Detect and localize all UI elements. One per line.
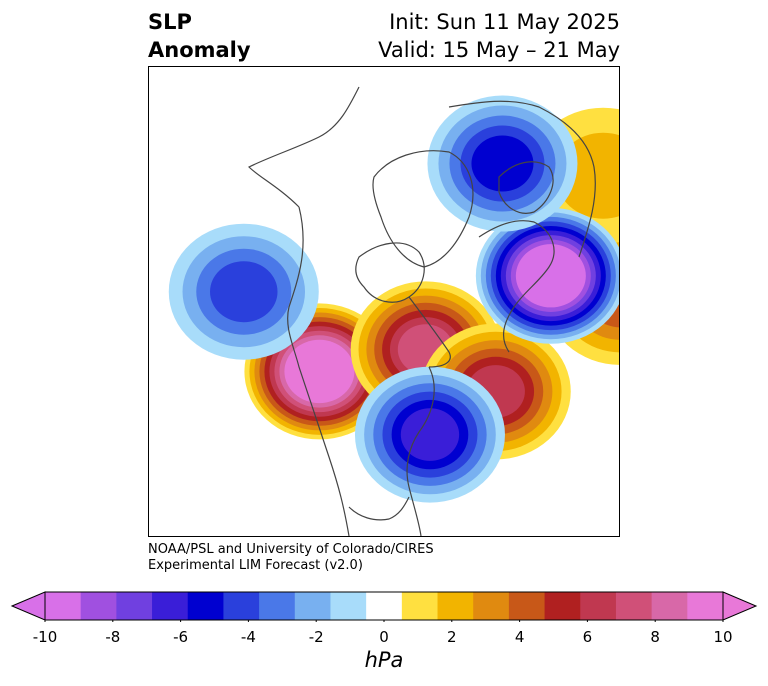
colorbar-tick-label: 2 — [447, 628, 457, 646]
colorbar-bin — [116, 592, 153, 620]
colorbar-tick-label: -10 — [32, 628, 58, 646]
colorbar-tick-label: -2 — [308, 628, 324, 646]
labrador-coast — [408, 296, 451, 368]
colorbar-tick-label: -8 — [105, 628, 121, 646]
colorbar-bin — [366, 592, 403, 620]
slp-anomaly-map — [148, 66, 620, 537]
greenland-coast — [372, 150, 474, 268]
colorbar-tick-label: 10 — [713, 628, 733, 646]
na-east-coast — [406, 366, 435, 536]
anomaly-contour — [471, 135, 534, 192]
colorbar-extend-high — [722, 591, 758, 621]
colorbar-bin — [152, 592, 189, 620]
asia-coast — [448, 100, 596, 258]
colorbar-bin — [45, 592, 82, 620]
anomaly-rockies-low — [354, 366, 505, 503]
colorbar-tick-label: -4 — [240, 628, 256, 646]
anomaly-contour — [210, 261, 278, 323]
colorbar-tick-label: -6 — [173, 628, 189, 646]
alaska-coast — [247, 86, 360, 208]
europe-coast — [478, 220, 555, 353]
colorbar-bin — [330, 592, 367, 620]
anomaly-contour — [400, 408, 460, 461]
title-line-2: Anomaly — [148, 38, 251, 62]
colorbar-bin — [80, 592, 117, 620]
colorbar-bin — [615, 592, 653, 620]
colorbar-bin — [508, 592, 546, 620]
init-date: Init: Sun 11 May 2025 — [389, 10, 620, 34]
anomaly-contour — [294, 348, 345, 394]
colorbar-bin — [687, 592, 724, 620]
anomaly-barents-low — [427, 95, 578, 232]
credit-line-2: Experimental LIM Forecast (v2.0) — [148, 558, 363, 573]
title-line-1: SLP — [148, 10, 192, 34]
colorbar-unit: hPa — [364, 648, 404, 672]
colorbar-bin — [544, 592, 581, 620]
valid-range: Valid: 15 May – 21 May — [378, 38, 620, 62]
colorbar-bin — [437, 592, 474, 620]
colorbar-tick-label: 0 — [379, 628, 389, 646]
forecast-dates: Init: Sun 11 May 2025 Valid: 15 May – 21… — [378, 8, 620, 64]
colorbar-bin — [580, 592, 617, 620]
na-west-coast — [287, 206, 350, 536]
colorbar-tick-label: 8 — [650, 628, 660, 646]
colorbar-tick-label: 6 — [582, 628, 593, 646]
credit-text: NOAA/PSL and University of Colorado/CIRE… — [148, 542, 434, 574]
colorbar-bin — [473, 592, 510, 620]
anomaly-north-pacific-low — [168, 223, 319, 360]
colorbar-bin — [259, 592, 296, 620]
colorbar-tick-label: 4 — [514, 628, 525, 646]
map-canvas — [168, 86, 619, 536]
anomaly-fields — [168, 95, 619, 503]
mexico-coast — [348, 496, 410, 521]
coastlines — [247, 86, 596, 536]
colorbar-bin — [223, 592, 260, 620]
colorbar — [10, 591, 758, 622]
colorbar-bin — [294, 592, 331, 620]
anomaly-contour — [525, 253, 576, 299]
map-title: SLP Anomaly — [148, 8, 251, 64]
anomaly-greenland-low — [475, 207, 619, 344]
credit-line-1: NOAA/PSL and University of Colorado/CIRE… — [148, 542, 434, 557]
colorbar-bin — [401, 592, 439, 620]
colorbar-extend-low — [10, 591, 46, 621]
scandinavia-coast — [498, 161, 554, 214]
colorbar-bin — [651, 592, 688, 620]
colorbar-bin — [187, 592, 224, 620]
